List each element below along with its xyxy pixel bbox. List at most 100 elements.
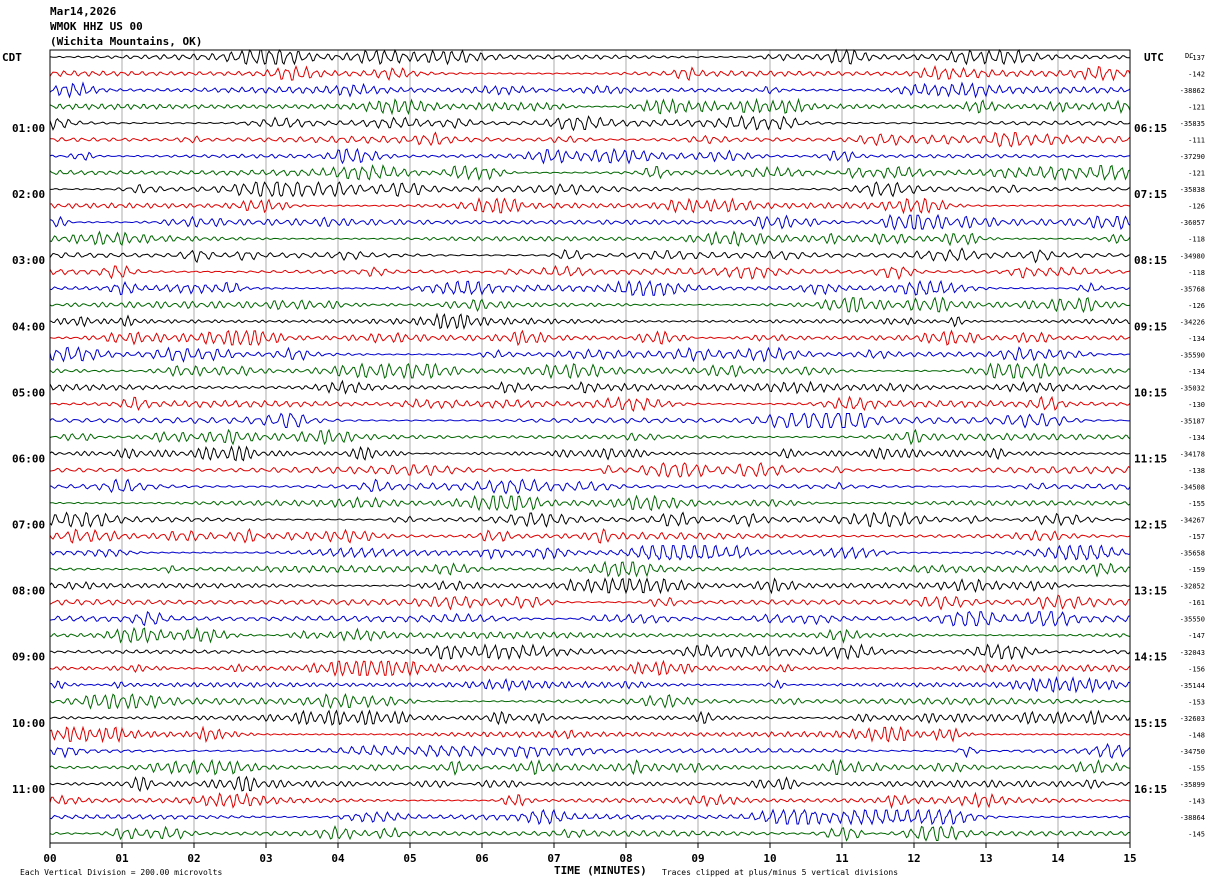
trace-line-1 (49, 48, 1131, 66)
left-hour-label: 07:00 (12, 519, 45, 532)
clip-note: Traces clipped at plus/minus 5 vertical … (662, 868, 898, 877)
x-tick-label-13: 13 (979, 852, 992, 865)
x-tick-label-15: 15 (1123, 852, 1136, 865)
trace-line-35 (49, 610, 1131, 627)
dc-offset-label-22: -130 (1188, 401, 1205, 409)
dc-offset-label-30: -157 (1188, 533, 1205, 541)
dc-offset-label-23: -35187 (1180, 417, 1205, 425)
dc-offset-label-16: -126 (1188, 302, 1205, 310)
trace-line-24 (49, 428, 1131, 446)
dc-offset-label-5: -35835 (1180, 120, 1205, 128)
dc-offset-labels: -137 -142 -38862 -121 -35835 -111 -37290 -121 -3… (1180, 54, 1205, 838)
dc-offset-label-17: -34226 (1180, 318, 1205, 326)
x-tick-label-10: 10 (763, 852, 776, 865)
right-hour-label: 13:15 (1134, 585, 1167, 598)
left-hour-label: 06:00 (12, 452, 45, 465)
trace-line-20 (49, 362, 1131, 380)
left-hour-label: 10:00 (12, 717, 45, 730)
x-tick-label-01: 01 (115, 852, 129, 865)
left-zone-label: CDT (2, 51, 22, 64)
trace-line-5 (49, 114, 1131, 132)
dc-offset-label-6: -111 (1188, 137, 1205, 145)
x-axis-ticks: 00 01 02 03 04 05 06 07 08 09 10 11 12 13 14 15 (43, 843, 1137, 865)
x-tick-label-02: 02 (187, 852, 200, 865)
right-zone-label: UTC (1144, 51, 1164, 64)
left-hour-labels: 01:00 02:00 03:00 04:00 05:00 06:00 07:00 08:00… (12, 122, 45, 796)
dc-offset-label-15: -35768 (1180, 285, 1205, 293)
right-hour-label: 09:15 (1134, 320, 1167, 333)
right-hour-label: 14:15 (1134, 651, 1167, 664)
left-hour-label: 02:00 (12, 188, 45, 201)
trace-line-30 (49, 527, 1131, 544)
trace-line-28 (49, 494, 1131, 512)
plot-frame (49, 49, 1131, 844)
header-location: (Wichita Mountains, OK) (50, 35, 202, 48)
dc-offset-label-40: -153 (1188, 698, 1205, 706)
trace-line-39 (49, 676, 1131, 694)
dc-offset-label-41: -32603 (1180, 715, 1205, 723)
right-hour-label: 15:15 (1134, 717, 1167, 730)
trace-line-37 (49, 643, 1131, 661)
x-tick-label-06: 06 (475, 852, 489, 865)
trace-line-42 (49, 725, 1131, 744)
dc-offset-label-3: -38862 (1180, 87, 1205, 95)
x-tick-label-05: 05 (403, 852, 416, 865)
trace-line-18 (49, 329, 1131, 347)
right-hour-label: 11:15 (1134, 452, 1167, 465)
dc-offset-label-33: -32852 (1180, 583, 1205, 591)
left-hour-label: 05:00 (12, 386, 45, 399)
dc-offset-label-13: -34980 (1180, 252, 1205, 260)
right-hour-label: 16:15 (1134, 783, 1167, 796)
dc-offset-label-9: -35838 (1180, 186, 1205, 194)
dc-offset-label-2: -142 (1188, 71, 1205, 79)
dc-offset-label-27: -34508 (1180, 484, 1205, 492)
left-hour-label: 09:00 (12, 651, 45, 664)
dc-offset-label-44: -155 (1188, 764, 1205, 772)
trace-line-4 (49, 97, 1131, 116)
dc-offset-label-43: -34750 (1180, 748, 1205, 756)
x-tick-label-12: 12 (907, 852, 920, 865)
x-tick-label-09: 09 (691, 852, 704, 865)
dc-offset-label-1: -137 (1188, 54, 1205, 62)
trace-line-43 (49, 742, 1131, 760)
trace-line-16 (49, 296, 1131, 314)
header-date: Mar14,2026 (50, 5, 117, 18)
x-tick-label-03: 03 (259, 852, 272, 865)
dc-offset-label-39: -35144 (1180, 682, 1205, 690)
dc-offset-label-26: -138 (1188, 467, 1205, 475)
dc-offset-label-7: -37290 (1180, 153, 1205, 161)
right-hour-label: 10:15 (1134, 386, 1167, 399)
dc-offset-label-4: -121 (1188, 104, 1205, 112)
trace-line-38 (49, 659, 1131, 677)
trace-line-11 (49, 213, 1131, 231)
dc-offset-label-19: -35590 (1180, 351, 1205, 359)
trace-line-15 (49, 279, 1131, 297)
right-hour-labels: 06:15 07:15 08:15 09:15 10:15 11:15 12:15 13:15… (1134, 122, 1167, 796)
trace-line-8 (49, 164, 1131, 182)
dc-offset-label-34: -161 (1188, 599, 1205, 607)
left-hour-label: 03:00 (12, 254, 45, 267)
dc-offset-label-8: -121 (1188, 170, 1205, 178)
trace-line-27 (49, 478, 1131, 495)
dc-offset-label-25: -34178 (1180, 451, 1205, 459)
dc-offset-label-35: -35550 (1180, 616, 1205, 624)
x-tick-label-14: 14 (1051, 852, 1065, 865)
dc-offset-label-21: -35032 (1180, 384, 1205, 392)
dc-offset-label-10: -126 (1188, 203, 1205, 211)
dc-offset-label-36: -147 (1188, 632, 1205, 640)
dc-offset-label-20: -134 (1188, 368, 1205, 376)
trace-line-22 (49, 395, 1131, 413)
right-hour-label: 12:15 (1134, 519, 1167, 532)
trace-line-31 (49, 544, 1131, 561)
trace-line-21 (49, 379, 1131, 395)
trace-line-19 (49, 346, 1130, 363)
header-station: WMOK HHZ US 00 (50, 20, 143, 33)
x-tick-label-04: 04 (331, 852, 345, 865)
trace-line-48 (49, 825, 1130, 842)
dc-offset-label-12: -118 (1188, 236, 1205, 244)
x-axis-label: TIME (MINUTES) (554, 864, 647, 877)
dc-offset-label-42: -148 (1188, 731, 1205, 739)
trace-line-45 (49, 775, 1131, 793)
right-hour-label: 08:15 (1134, 254, 1167, 267)
